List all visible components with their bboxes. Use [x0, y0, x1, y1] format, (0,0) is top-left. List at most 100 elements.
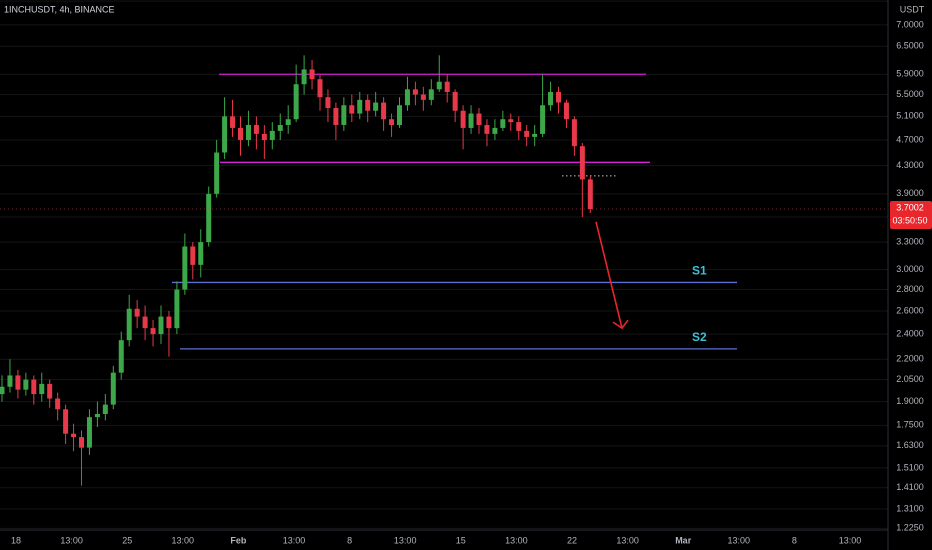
candle-body	[190, 246, 196, 265]
y-tick-label: 3.3000	[896, 236, 924, 246]
y-tick-label: 1.4100	[896, 482, 924, 492]
candle-body	[39, 383, 45, 395]
y-tick-label: 4.3000	[896, 160, 924, 170]
y-tick-label: 1.6300	[896, 440, 924, 450]
y-tick-label: 2.8000	[896, 284, 924, 294]
candle-body	[397, 105, 402, 125]
candle-body	[166, 316, 172, 329]
y-tick-label: 7.0000	[896, 19, 924, 29]
candle-body	[150, 328, 156, 335]
y-tick-label: 4.7000	[896, 134, 924, 144]
candle-body	[102, 404, 108, 414]
x-tick-label: 8	[347, 535, 352, 545]
candle-body	[47, 383, 53, 399]
candle-body	[532, 133, 538, 137]
candle-body	[452, 91, 458, 111]
candle-body	[174, 289, 180, 329]
y-tick-label: 2.2000	[896, 354, 924, 364]
candle-body	[460, 110, 466, 128]
axis-label-bg	[895, 0, 932, 15]
x-tick-label: 18	[11, 535, 21, 545]
candle-body	[476, 113, 482, 125]
candle-body	[293, 84, 299, 120]
x-tick-label: Mar	[675, 535, 692, 545]
y-tick-label: 5.1000	[896, 111, 924, 121]
y-tick-label: 5.9000	[896, 69, 924, 79]
candle-body	[540, 105, 546, 134]
candle-body	[365, 99, 371, 111]
candle-body	[404, 89, 410, 106]
candle-body	[79, 437, 84, 448]
candle-body	[23, 379, 29, 390]
candle-body	[484, 124, 490, 134]
candle-body	[277, 124, 283, 131]
x-tick-label: 15	[456, 535, 466, 545]
candle-body	[7, 375, 13, 387]
candle-body	[341, 105, 347, 125]
candle-body	[206, 193, 212, 243]
level-label: S2	[692, 330, 707, 344]
candle-body	[94, 413, 100, 418]
candle-body	[349, 105, 355, 114]
candle-body	[118, 340, 124, 373]
arrow-head	[612, 319, 629, 330]
x-tick-label: 13:00	[172, 535, 195, 545]
candle-body	[500, 119, 506, 128]
candle-body	[333, 107, 339, 125]
candle-body	[285, 119, 291, 125]
candle-body	[508, 119, 514, 123]
candle-body	[373, 102, 379, 111]
candle-body	[587, 179, 593, 210]
candle-body	[579, 146, 585, 180]
y-tick-label: 1.2250	[896, 523, 924, 533]
candle-body	[63, 409, 69, 434]
y-tick-label: 6.5000	[896, 41, 924, 51]
candle-body	[516, 122, 522, 131]
y-tick-label: 2.0500	[896, 374, 924, 384]
candle-body	[198, 242, 204, 265]
price-tag-countdown: 03:50:50	[892, 215, 927, 225]
y-tick-label: 2.6000	[896, 305, 924, 315]
candle-body	[142, 316, 148, 329]
candle-body	[230, 116, 236, 128]
candle-body	[420, 94, 426, 100]
candle-body	[428, 89, 434, 100]
candle-body	[269, 130, 275, 140]
candle-body	[556, 91, 561, 103]
candle-body	[214, 152, 220, 194]
candle-body	[238, 127, 243, 140]
candle-body	[71, 433, 77, 438]
candle-body	[126, 308, 132, 341]
x-tick-label: 25	[122, 535, 132, 545]
x-tick-label: 22	[567, 535, 577, 545]
y-tick-label: 1.7500	[896, 420, 924, 430]
candle-body	[0, 386, 5, 395]
price-tag	[890, 201, 932, 230]
x-tick-label: 13:00	[839, 535, 862, 545]
candle-body	[468, 113, 474, 128]
candle-body	[357, 99, 363, 114]
x-tick-label: 13:00	[394, 535, 417, 545]
candle-body	[524, 130, 530, 137]
candle-body	[158, 316, 164, 335]
candle-body	[222, 116, 228, 153]
candle-body	[301, 69, 307, 85]
x-tick-label: 8	[792, 535, 797, 545]
candle-body	[563, 102, 569, 120]
candle-body	[444, 81, 450, 92]
candle-body	[15, 375, 21, 390]
candle-body	[31, 379, 37, 395]
candle-body	[548, 91, 554, 106]
candle-body	[253, 124, 259, 134]
candle-body	[245, 124, 251, 140]
y-tick-label: 1.5100	[896, 462, 924, 472]
candle-body	[381, 102, 387, 120]
candle-body	[571, 119, 577, 147]
candle-body	[55, 398, 61, 410]
candle-body	[412, 89, 418, 95]
level-label: S1	[692, 264, 707, 278]
y-axis-label: USDT	[900, 4, 925, 14]
y-tick-label: 5.5000	[896, 89, 924, 99]
candle-body	[182, 246, 188, 290]
